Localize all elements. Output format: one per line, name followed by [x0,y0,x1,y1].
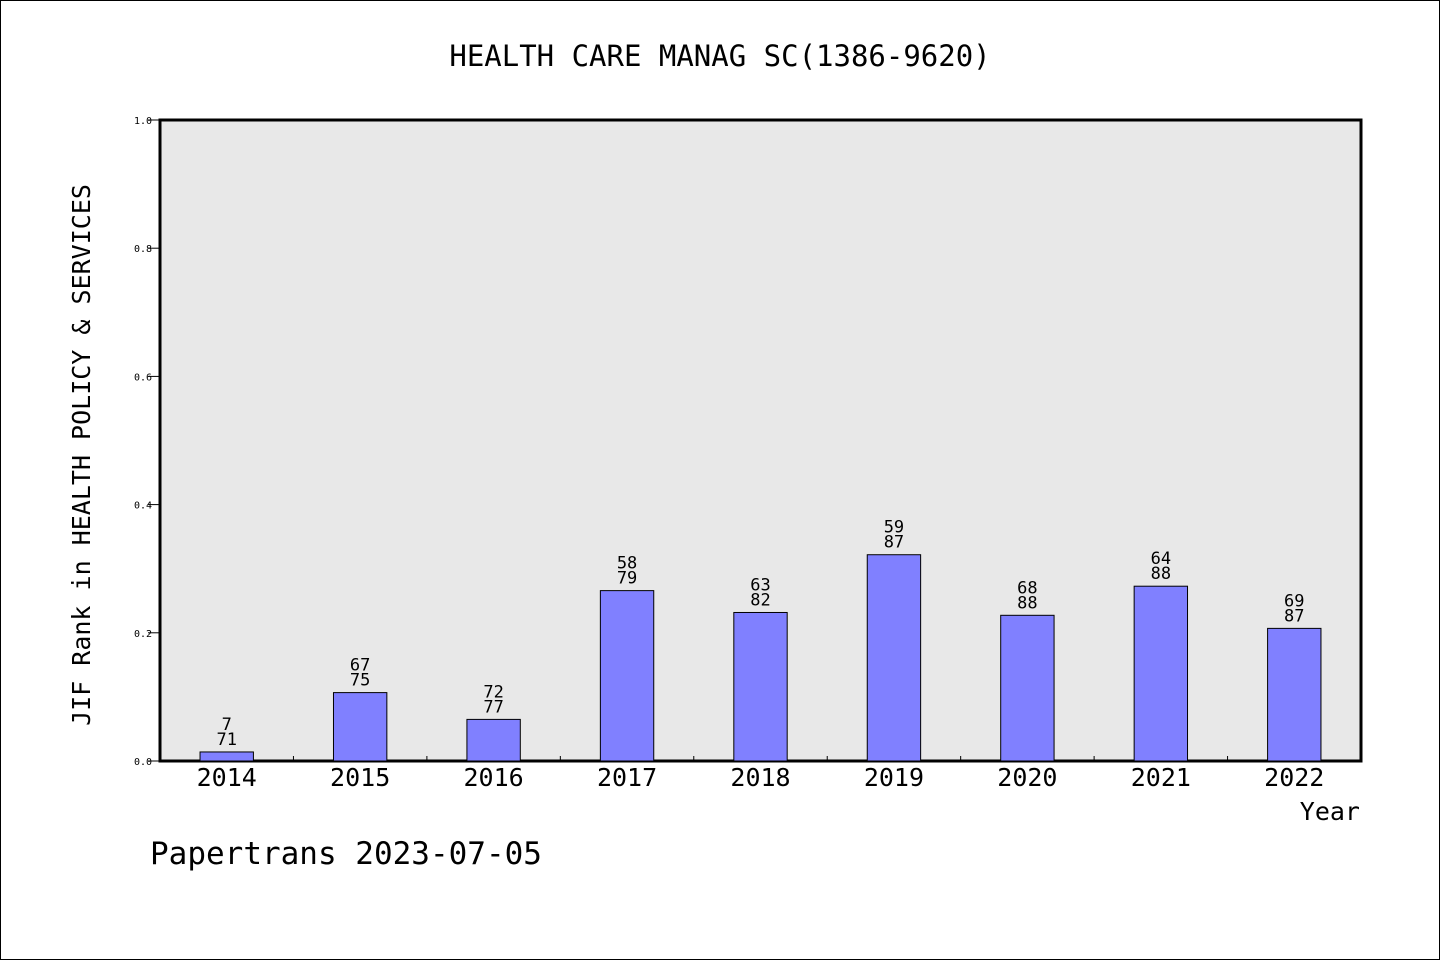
x-tick-label: 2019 [864,763,924,792]
x-tick-label: 2021 [1131,763,1191,792]
y-tick-label: 0.8 [134,244,152,255]
bar [332,692,388,762]
bar [466,718,521,762]
x-axis-label: Year [1300,797,1360,826]
y-axis-label: JIF Rank in HEALTH POLICY & SERVICES [67,184,96,726]
bar-rank-label: 67 [350,656,370,676]
bar-rank-label: 64 [1151,549,1171,569]
chart-title: HEALTH CARE MANAG SC(1386-9620) [449,39,990,73]
bar-total-label: 77 [483,697,503,717]
bar-total-label: 87 [1284,606,1304,626]
bar-rank-label: 63 [750,575,770,595]
x-tick-label: 2022 [1264,763,1324,792]
y-tick-label: 0.4 [134,501,152,512]
bar [866,554,922,762]
bar-total-label: 82 [750,590,770,610]
bar-total-label: 88 [1151,564,1171,584]
y-tick-label: 0.0 [134,757,152,768]
x-tick-label: 2016 [464,763,524,792]
bar-rank-label: 7 [222,715,232,735]
bar-rank-label: 72 [483,682,503,702]
x-tick-label: 2015 [330,763,390,792]
bar [1000,614,1055,762]
bar-total-label: 79 [617,569,637,589]
bar [733,611,788,762]
bar [1133,585,1189,762]
bar-total-label: 71 [216,730,236,750]
bar-rank-label: 68 [1017,578,1037,598]
bar-total-label: 88 [1017,593,1037,613]
x-tick-label: 2014 [197,763,257,792]
y-tick-label: 0.6 [134,372,152,383]
bar [199,751,254,762]
bar-total-label: 87 [884,533,904,553]
bar-rank-label: 58 [617,554,637,574]
x-tick-label: 2017 [597,763,657,792]
x-axis: 2014 2015 2016 2017 2018 2019 2020 2021 2022 [197,756,1324,792]
footer-text: Papertrans 2023-07-05 [150,836,542,872]
x-tick-label: 2020 [997,763,1057,792]
bar [599,590,655,762]
y-tick-label: 0.2 [134,629,152,640]
x-tick-label: 2018 [730,763,790,792]
bar-rank-label: 69 [1284,591,1304,611]
bar-rank-label: 59 [884,518,904,538]
bar [1267,627,1322,762]
bar-total-label: 75 [350,671,370,691]
y-tick-label: 1.0 [134,116,152,127]
y-axis: 0.0 0.2 0.4 0.6 0.8 1.0 [134,116,160,768]
